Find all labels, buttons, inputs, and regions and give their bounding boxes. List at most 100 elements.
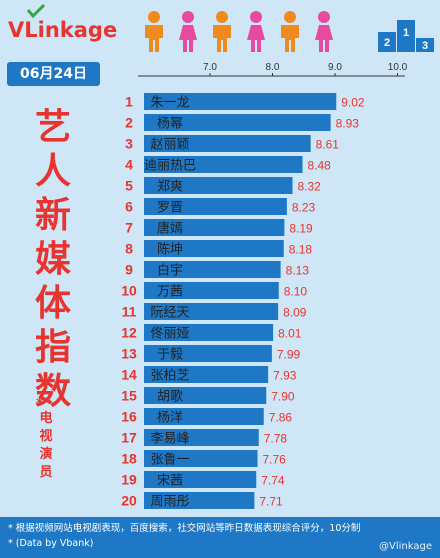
rank-label: 20: [121, 493, 137, 509]
x-tick-label: 7.0: [203, 62, 217, 73]
people-figures-icon: [145, 11, 333, 52]
footer-note: * 根据视频网站电视剧表现，百度搜索，社交网站等昨日数据表现综合评分，10分制: [8, 523, 361, 534]
value-label: 8.23: [292, 201, 316, 215]
category-label: 胡歌: [157, 390, 183, 405]
title-char: 体: [34, 283, 71, 324]
subtitle-char: 视: [39, 429, 53, 444]
value-label: 8.10: [284, 285, 308, 299]
footer: * 根据视频网站电视剧表现，百度搜索，社交网站等昨日数据表现综合评分，10分制 …: [0, 517, 440, 558]
category-label: 白宇: [157, 263, 183, 279]
person-figure-icon: [213, 11, 231, 52]
bar: [144, 156, 303, 173]
value-label: 7.99: [277, 348, 301, 362]
category-label: 李易峰: [150, 432, 189, 447]
value-label: 7.76: [263, 453, 287, 467]
value-label: 8.18: [289, 243, 313, 257]
value-label: 8.09: [283, 306, 307, 320]
bar: [144, 219, 285, 236]
vertical-title: 艺 人 新 媒 体 指 数: [28, 106, 78, 414]
bar: [144, 492, 255, 509]
bar: [144, 261, 281, 278]
subtitle-star: *: [36, 396, 44, 412]
title-char: 新: [34, 195, 71, 236]
x-tick-label: 8.0: [266, 62, 280, 73]
value-label: 7.71: [259, 495, 283, 509]
subtitle-char: 电: [39, 411, 53, 426]
category-label: 杨洋: [157, 411, 183, 426]
title-char: 指: [34, 327, 71, 368]
category-label: 郑爽: [157, 180, 183, 195]
subtitle-char: 演: [39, 447, 53, 462]
subtitle-char: 员: [39, 465, 53, 480]
bar: [144, 324, 274, 341]
watermark: @Vlinkage: [379, 541, 432, 552]
rank-label: 11: [122, 304, 137, 320]
category-label: 张柏芝: [150, 368, 189, 384]
bar: [144, 114, 331, 131]
category-label: 朱一龙: [150, 96, 189, 111]
value-label: 7.93: [273, 369, 297, 383]
person-figure-icon: [315, 11, 333, 52]
value-label: 8.13: [286, 264, 310, 278]
vertical-subtitle: 电 视 演 员: [36, 410, 56, 482]
date-badge: 06月24日: [7, 62, 100, 86]
rank-label: 14: [121, 367, 137, 383]
rank-label: 7: [125, 220, 133, 236]
x-tick-label: 9.0: [328, 62, 342, 73]
rank-label: 18: [121, 451, 137, 467]
svg-text:2: 2: [384, 37, 390, 49]
category-label: 万茜: [157, 285, 183, 300]
bar: [144, 471, 257, 488]
rank-label: 17: [121, 430, 137, 446]
rank-label: 2: [125, 115, 133, 131]
bar: [144, 135, 311, 152]
category-label: 宋茜: [157, 474, 183, 489]
footer-source: * (Data by Vbank): [8, 538, 94, 549]
vlinkage-logo-check-icon: [26, 4, 46, 18]
rank-label: 16: [121, 409, 137, 425]
value-label: 8.32: [298, 180, 322, 194]
value-label: 8.01: [278, 327, 302, 341]
bar: [144, 198, 287, 215]
title-char: 艺: [34, 107, 71, 148]
bar: [144, 450, 258, 467]
rank-label: 1: [125, 94, 133, 110]
value-label: 8.93: [336, 117, 360, 131]
category-label: 罗晋: [157, 201, 183, 216]
bar: [144, 408, 264, 425]
rank-label: 15: [121, 388, 137, 404]
person-figure-icon: [247, 11, 265, 52]
category-label: 阮经天: [150, 306, 189, 321]
rank-label: 9: [125, 262, 133, 278]
rank-label: 12: [121, 325, 137, 341]
title-char: 数: [34, 371, 71, 412]
title-char: 媒: [34, 239, 71, 280]
value-label: 8.61: [316, 138, 340, 152]
value-label: 7.86: [269, 411, 293, 425]
category-label: 佟丽娅: [150, 326, 189, 342]
bar: [144, 177, 293, 194]
vlinkage-logo: VLinkage: [8, 18, 118, 42]
category-label: 陈坤: [157, 242, 183, 258]
category-label: 赵丽颖: [150, 138, 189, 153]
bar: [144, 93, 337, 110]
person-figure-icon: [145, 11, 163, 52]
category-label: 周雨彤: [150, 495, 189, 510]
rank-label: 4: [125, 157, 133, 173]
rank-label: 5: [125, 178, 133, 194]
rank-label: 13: [121, 346, 137, 362]
value-label: 8.19: [289, 222, 313, 236]
value-label: 7.90: [271, 390, 295, 404]
rank-label: 10: [121, 283, 137, 299]
category-label: 于毅: [157, 347, 183, 363]
svg-text:3: 3: [422, 40, 428, 52]
bar: [144, 345, 272, 362]
category-label: 杨幂: [157, 117, 183, 132]
podium-icon: 2 1 3: [378, 20, 434, 52]
value-label: 9.02: [341, 96, 365, 110]
value-label: 7.74: [261, 474, 285, 488]
rank-label: 19: [121, 472, 137, 488]
rank-label: 6: [125, 199, 133, 215]
bar: [144, 387, 267, 404]
